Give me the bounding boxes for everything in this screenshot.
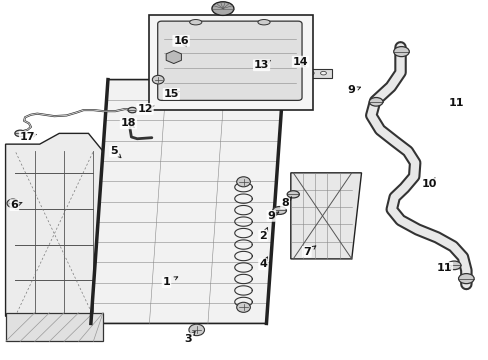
Text: 4: 4 (259, 259, 266, 269)
Text: 9: 9 (347, 85, 355, 95)
Ellipse shape (211, 2, 233, 15)
Ellipse shape (447, 261, 460, 270)
Text: 6: 6 (10, 200, 18, 210)
Text: 12: 12 (137, 104, 152, 114)
Text: 14: 14 (292, 57, 308, 67)
Text: 10: 10 (421, 179, 437, 189)
Polygon shape (5, 313, 103, 341)
Ellipse shape (320, 71, 326, 75)
Ellipse shape (236, 302, 250, 312)
Text: 11: 11 (448, 98, 464, 108)
Ellipse shape (458, 274, 473, 284)
Text: 1: 1 (163, 277, 170, 287)
Text: 5: 5 (110, 146, 118, 156)
Ellipse shape (272, 207, 286, 215)
Text: 9: 9 (267, 211, 275, 221)
Polygon shape (5, 134, 103, 316)
Ellipse shape (188, 324, 204, 336)
Text: 15: 15 (163, 89, 179, 99)
Polygon shape (304, 69, 331, 78)
Ellipse shape (128, 107, 137, 113)
Bar (149, 15, 312, 110)
Ellipse shape (368, 98, 382, 106)
Text: 17: 17 (20, 132, 35, 142)
Polygon shape (290, 173, 361, 259)
Ellipse shape (286, 191, 299, 198)
Ellipse shape (308, 71, 314, 75)
Text: 18: 18 (121, 118, 136, 128)
Text: 3: 3 (184, 333, 192, 343)
Polygon shape (91, 80, 283, 323)
Ellipse shape (189, 19, 202, 25)
Text: 2: 2 (259, 231, 266, 240)
FancyBboxPatch shape (158, 21, 302, 100)
Ellipse shape (393, 46, 408, 57)
Text: 16: 16 (173, 36, 188, 46)
Text: 11: 11 (436, 263, 451, 273)
Ellipse shape (257, 19, 269, 25)
Ellipse shape (236, 177, 250, 187)
Text: 13: 13 (253, 60, 269, 70)
Ellipse shape (152, 75, 163, 84)
Text: 7: 7 (303, 247, 310, 257)
Ellipse shape (7, 199, 19, 208)
Text: 8: 8 (281, 198, 288, 208)
Ellipse shape (15, 130, 25, 136)
